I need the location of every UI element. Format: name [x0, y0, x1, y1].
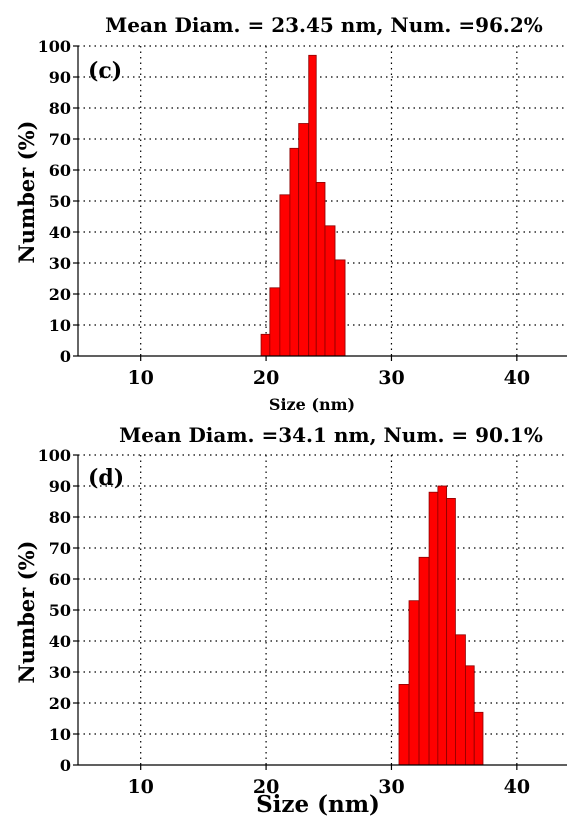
histogram-bar: [260, 333, 271, 357]
y-tick-label: 50: [49, 601, 71, 620]
y-tick-label: 10: [49, 725, 71, 744]
y-tick-label: 0: [60, 347, 71, 366]
y-tick-label: 20: [49, 694, 71, 713]
histogram-bar: [289, 147, 300, 357]
histogram-bar: [324, 225, 336, 357]
histogram-bar: [455, 634, 466, 766]
histogram-bar: [473, 711, 484, 766]
y-tick-label: 100: [38, 37, 71, 56]
y-tick-label: 70: [49, 130, 71, 149]
histogram-bar: [446, 497, 456, 766]
y-tick-label: 70: [49, 539, 71, 558]
y-tick-label: 60: [49, 570, 71, 589]
histogram-bar: [269, 287, 281, 357]
y-axis-label: Number (%): [14, 121, 39, 264]
x-axis-label: Size (nm): [256, 791, 380, 818]
chart-title: Mean Diam. =34.1 nm, Num. = 90.1%: [119, 423, 543, 447]
histogram-bar: [437, 485, 448, 766]
y-axis-label: Number (%): [14, 541, 39, 684]
y-tick-label: 0: [60, 756, 71, 775]
y-tick-label: 90: [49, 477, 71, 496]
histogram-bar: [279, 194, 291, 357]
histogram-bar: [408, 600, 420, 766]
y-tick-label: 30: [49, 663, 71, 682]
histogram-bar: [308, 54, 317, 357]
panel-label: (c): [88, 58, 122, 84]
x-axis-label: Size (nm): [269, 395, 355, 414]
x-tick-label: 40: [504, 367, 530, 389]
panel-label: (d): [88, 465, 124, 491]
histogram-bar: [298, 123, 310, 357]
x-tick-label: 10: [127, 367, 153, 389]
panel-d: Mean Diam. =34.1 nm, Num. = 90.1% 0 10 20 3…: [14, 423, 567, 818]
y-tick-label: 10: [49, 316, 71, 335]
panel-c: Mean Diam. = 23.45 nm, Num. =96.2% 0 10 20…: [14, 13, 567, 414]
x-tick-label: 10: [127, 776, 153, 798]
histogram-bar: [315, 181, 326, 357]
y-tick-label: 40: [49, 632, 71, 651]
y-tick-label: 80: [49, 508, 71, 527]
y-tick-label: 90: [49, 68, 71, 87]
y-tick-label: 40: [49, 223, 71, 242]
x-tick-label: 30: [378, 776, 404, 798]
y-tick-label: 30: [49, 254, 71, 273]
x-tick-label: 20: [253, 776, 279, 798]
histogram-bar: [428, 491, 439, 766]
histogram-bar: [398, 684, 410, 766]
y-tick-label: 20: [49, 285, 71, 304]
x-tick-label: 40: [504, 776, 530, 798]
y-tick-label: 60: [49, 161, 71, 180]
y-tick-label: 50: [49, 192, 71, 211]
chart-title: Mean Diam. = 23.45 nm, Num. =96.2%: [105, 13, 543, 37]
histogram-bar: [418, 556, 430, 766]
y-tick-label: 100: [38, 446, 71, 465]
histogram-bar: [465, 665, 475, 766]
x-tick-label: 30: [378, 367, 404, 389]
histogram-bar: [334, 259, 346, 357]
x-tick-label: 20: [253, 367, 279, 389]
y-tick-label: 80: [49, 99, 71, 118]
